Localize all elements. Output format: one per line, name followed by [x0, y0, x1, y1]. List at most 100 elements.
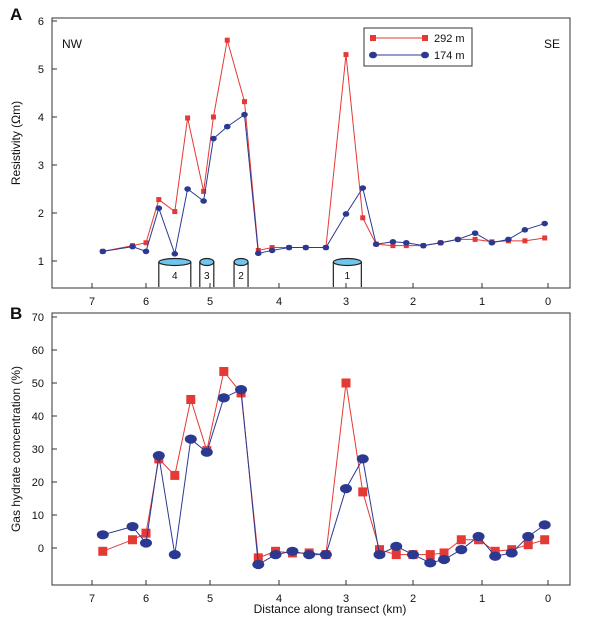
- a-point-292: [542, 235, 548, 241]
- a-point-174: [302, 244, 310, 251]
- a-point-174: [403, 239, 410, 246]
- a-point-292: [224, 37, 230, 43]
- a-point-174: [210, 135, 217, 142]
- b-point-292: [141, 528, 151, 538]
- a-series-292-line: [102, 40, 545, 252]
- a-point-292: [185, 115, 191, 121]
- b-point-292: [490, 546, 500, 556]
- b-point-292: [523, 540, 533, 550]
- legend-label-292: 292 m: [434, 33, 465, 45]
- b-y-tick-label: 70: [32, 312, 44, 324]
- a-x-tick-label: 0: [545, 296, 551, 308]
- b-point-292: [439, 548, 449, 558]
- a-y-tick-label: 3: [38, 160, 44, 172]
- a-point-174: [223, 123, 231, 130]
- feature-2-label: 2: [238, 271, 244, 282]
- b-x-tick-label: 5: [207, 593, 213, 605]
- a-point-174: [285, 244, 293, 251]
- a-point-292: [522, 238, 528, 244]
- b-point-174: [407, 550, 419, 560]
- a-point-174: [129, 243, 136, 250]
- b-point-174: [373, 550, 386, 560]
- a-point-174: [200, 198, 207, 204]
- b-point-174: [152, 451, 165, 461]
- a-point-292: [269, 245, 275, 251]
- a-x-tick-label: 3: [343, 296, 349, 308]
- b-y-tick-label: 60: [32, 345, 44, 357]
- a-point-174: [171, 251, 179, 257]
- a-point-174: [454, 236, 462, 243]
- a-x-tick-label: 5: [207, 296, 213, 308]
- a-point-292: [242, 99, 247, 105]
- b-point-292: [186, 395, 196, 404]
- b-y-tick-label: 10: [32, 510, 44, 522]
- se-label: SE: [544, 37, 560, 51]
- b-y-tick-label: 0: [38, 543, 44, 555]
- b-y-tick-label: 30: [32, 444, 44, 456]
- b-y-tick-label: 20: [32, 477, 44, 489]
- feature-2-top: [233, 257, 249, 267]
- b-point-292: [391, 550, 401, 560]
- feature-4-top: [158, 257, 192, 267]
- feature-1-label: 1: [345, 271, 351, 282]
- legend-marker-292-right: [422, 35, 428, 41]
- b-point-174: [489, 551, 502, 561]
- b-series-292-line: [102, 370, 545, 559]
- b-point-292: [425, 550, 435, 560]
- b-x-tick-label: 1: [479, 593, 485, 605]
- feature-3-top: [199, 257, 215, 267]
- b-point-292: [358, 487, 368, 497]
- b-point-174: [340, 484, 352, 494]
- b-point-292: [375, 545, 384, 555]
- b-x-tick-label: 0: [545, 593, 551, 605]
- b-point-174: [168, 550, 181, 560]
- a-point-292: [403, 243, 409, 249]
- a-point-292: [143, 240, 149, 246]
- panel-a-legend: 292 m 174 m: [363, 27, 473, 67]
- b-x-tick-label: 6: [143, 593, 149, 605]
- b-x-tick-label: 3: [343, 593, 349, 605]
- a-point-174: [254, 250, 262, 257]
- a-x-tick-label: 1: [479, 296, 485, 308]
- a-point-292: [156, 197, 162, 203]
- legend-label-174: 174 m: [434, 50, 465, 62]
- a-y-tick-label: 6: [38, 16, 44, 28]
- panel-b-plot-area: [96, 366, 551, 570]
- a-point-292: [360, 215, 366, 221]
- b-point-292: [98, 546, 108, 556]
- b-x-tick-label: 2: [410, 593, 416, 605]
- b-point-174: [269, 550, 282, 560]
- panel-a-label: A: [10, 5, 22, 24]
- a-point-174: [505, 236, 512, 243]
- a-x-tick-label: 7: [89, 296, 95, 308]
- b-point-174: [438, 554, 451, 565]
- b-point-174: [472, 531, 485, 542]
- legend-marker-292-left: [370, 35, 376, 41]
- panel-b: B Gas hydrate comcentration (%) Distance…: [9, 304, 571, 616]
- b-point-292: [253, 553, 263, 563]
- a-y-tick-label: 1: [38, 256, 44, 268]
- a-x-tick-label: 6: [143, 296, 149, 308]
- a-point-174: [268, 247, 276, 254]
- b-point-292: [341, 378, 351, 388]
- b-point-292: [219, 366, 229, 376]
- b-point-174: [140, 538, 152, 548]
- a-point-174: [99, 248, 107, 255]
- a-point-174: [184, 186, 191, 192]
- a-x-tick-label: 4: [276, 296, 282, 308]
- b-point-174: [200, 447, 213, 457]
- b-y-tick-label: 40: [32, 411, 44, 423]
- b-point-174: [505, 548, 518, 558]
- b-point-174: [126, 521, 139, 532]
- a-point-174: [142, 248, 150, 255]
- panel-a-axes: 1 2 3 4 5 6 7 6 5 4 3 2 1 0: [38, 16, 551, 308]
- a-point-174: [359, 185, 367, 191]
- a-point-174: [420, 242, 427, 249]
- panel-a-features: 4 3 2 1: [158, 257, 362, 287]
- b-point-174: [184, 434, 197, 444]
- b-point-292: [170, 470, 180, 480]
- legend-marker-174-right: [421, 51, 429, 59]
